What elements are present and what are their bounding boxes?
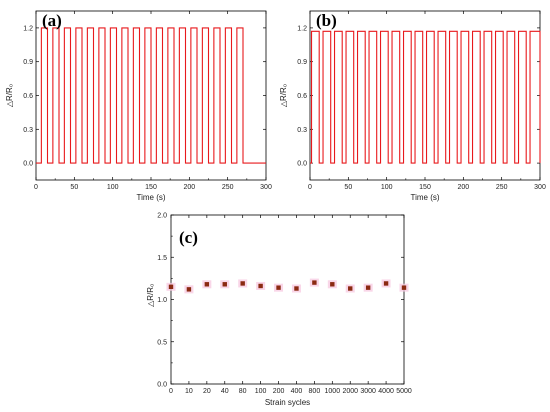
plot-frame	[309, 10, 541, 181]
y-axis-label: △R/R₀	[5, 84, 14, 107]
x-tick-label: 100	[255, 388, 267, 395]
y-tick-label: 2.0	[157, 213, 167, 220]
x-tick-label: 250	[222, 184, 234, 191]
y-tick-label: 0.0	[297, 161, 307, 168]
data-point	[383, 281, 389, 286]
x-tick-label: 400	[291, 388, 303, 395]
panel-b: 0 50 100 150 200 250 300 0.0 0.3 0.6 0.9 1.2 Time (s…	[279, 10, 546, 202]
x-tick-label: 0	[34, 184, 38, 191]
data-point	[330, 282, 335, 287]
response-curve	[310, 30, 541, 164]
data-point	[204, 282, 210, 287]
y-tick-label: 1.2	[23, 25, 33, 32]
y-tick-label: 0.9	[23, 59, 33, 66]
y-tick-label: 0.0	[23, 161, 33, 168]
x-tick-label: 1000	[325, 388, 341, 395]
data-point	[365, 285, 371, 290]
panel-label: (b)	[316, 11, 337, 30]
data-point	[401, 285, 407, 290]
y-tick-label: 0.3	[23, 127, 33, 134]
y-axis-label: △R/R₀	[279, 84, 288, 107]
x-tick-label: 300	[260, 184, 272, 191]
data-point	[276, 285, 281, 290]
x-tick-label: 4000	[378, 388, 394, 395]
x-tick-label: 3000	[360, 388, 376, 395]
x-tick-label: 0	[308, 184, 312, 191]
x-tick-label: 150	[419, 184, 431, 191]
x-tick-label: 300	[534, 184, 546, 191]
data-point	[168, 284, 174, 290]
y-tick-label: 0.6	[23, 93, 33, 100]
panel-label: (a)	[42, 11, 62, 30]
y-tick-label: 1.5	[157, 255, 167, 262]
data-point	[294, 286, 299, 291]
y-tick-label: 0.6	[297, 93, 307, 100]
y-axis-label: △R/R₀	[146, 284, 155, 307]
y-tick-label: 0.5	[157, 339, 167, 346]
x-axis-label: Strain sycles	[265, 398, 310, 407]
data-point	[312, 280, 317, 285]
x-tick-label: 50	[344, 184, 352, 191]
x-tick-label: 200	[273, 388, 285, 395]
data-point	[222, 282, 227, 287]
data-point	[186, 287, 192, 292]
y-tick-label: 0.9	[297, 59, 307, 66]
x-axis-label: Time (s)	[136, 193, 165, 202]
y-tick-label: 0.3	[297, 127, 307, 134]
panel-c: 0 10 20 40 80 100 200 400 800 1000 2000 3000 4000 500…	[146, 213, 412, 408]
panel-a: 0 50 100 150 200 250 300 0.0 0.3 0.6 0.9 1.2 Time (s…	[5, 10, 272, 202]
y-tick-label: 0.0	[157, 382, 167, 389]
x-tick-label: 2000	[342, 388, 358, 395]
panel-label: (c)	[179, 228, 198, 247]
x-tick-label: 100	[107, 184, 119, 191]
x-tick-label: 20	[203, 388, 211, 395]
x-tick-label: 40	[221, 388, 229, 395]
x-tick-label: 800	[309, 388, 321, 395]
x-tick-label: 150	[145, 184, 157, 191]
x-tick-label: 50	[70, 184, 78, 191]
data-point	[258, 283, 263, 289]
x-tick-label: 250	[496, 184, 508, 191]
data-point	[240, 281, 245, 286]
x-tick-label: 200	[183, 184, 195, 191]
x-tick-label: 0	[169, 388, 173, 395]
x-tick-label: 100	[381, 184, 393, 191]
x-tick-label: 10	[185, 388, 193, 395]
data-point	[348, 286, 353, 291]
x-axis-label: Time (s)	[410, 193, 439, 202]
y-tick-label: 1.2	[297, 25, 307, 32]
x-tick-label: 200	[457, 184, 469, 191]
plot-frame	[170, 214, 405, 385]
x-tick-label: 80	[239, 388, 247, 395]
y-tick-label: 1.0	[157, 297, 167, 304]
response-curve	[36, 27, 266, 164]
x-tick-label: 5000	[396, 388, 412, 395]
